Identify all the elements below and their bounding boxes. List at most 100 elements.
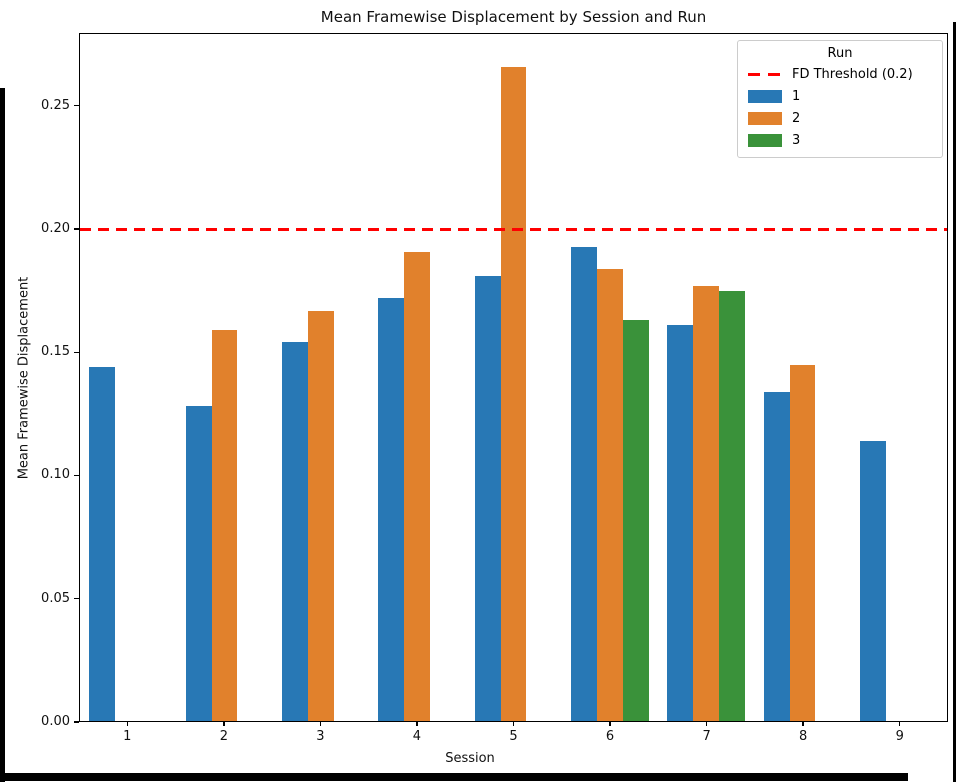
y-tick-mark — [74, 228, 79, 230]
y-tick-label: 0.05 — [41, 590, 70, 606]
legend-item-label: 1 — [792, 89, 801, 104]
y-tick-mark — [74, 598, 79, 600]
bar-group-session-7 — [658, 34, 754, 721]
x-tick-mark — [416, 722, 418, 726]
legend-item-run2: 2 — [748, 110, 932, 127]
bar-session-5-run-1 — [474, 276, 501, 721]
bar-slot — [693, 34, 720, 721]
bar-slot — [404, 34, 431, 721]
run1-swatch-icon — [748, 90, 782, 103]
bar-slot — [622, 34, 649, 721]
bar-slot — [526, 34, 552, 721]
bar-slot — [667, 34, 694, 721]
bar-session-3-run-2 — [307, 310, 334, 721]
bar-group-session-6 — [562, 34, 658, 721]
bar-group-session-3 — [273, 34, 369, 721]
y-tick-mark — [74, 351, 79, 353]
legend-item-label: FD Threshold (0.2) — [792, 67, 913, 82]
bar-slot — [307, 34, 334, 721]
bar-slot — [334, 34, 360, 721]
bar-group-session-2 — [176, 34, 272, 721]
bar-session-5-run-2 — [500, 67, 527, 721]
y-tick-label: 0.15 — [41, 344, 70, 360]
bar-session-6-run-1 — [571, 246, 597, 721]
x-tick-label: 1 — [123, 729, 132, 744]
y-tick-mark — [74, 474, 79, 477]
bar-session-3-run-1 — [282, 342, 308, 721]
bar-session-7-run-2 — [693, 285, 720, 721]
plot-area: Run FD Threshold (0.2) 1 2 3 — [79, 33, 948, 722]
legend-item-label: 3 — [792, 133, 801, 148]
legend: Run FD Threshold (0.2) 1 2 3 — [737, 40, 943, 158]
bar-slot — [89, 34, 116, 721]
bar-session-2-run-2 — [211, 330, 238, 721]
x-tick-mark — [899, 722, 901, 726]
x-tick-label: 5 — [509, 729, 518, 744]
x-tick-mark — [223, 722, 225, 726]
window-frame-left — [0, 88, 5, 782]
threshold-line — [80, 227, 947, 231]
bar-slot — [474, 34, 501, 721]
x-tick-label: 7 — [702, 729, 711, 744]
y-tick-label: 0.00 — [41, 714, 70, 729]
bar-slot — [596, 34, 623, 721]
x-tick-label: 8 — [799, 729, 808, 744]
bar-group-session-5 — [465, 34, 561, 721]
x-tick-mark — [512, 722, 515, 726]
window-frame-right — [953, 22, 956, 782]
run3-swatch-icon — [748, 134, 782, 147]
threshold-dash-icon — [748, 73, 782, 76]
legend-item-run3: 3 — [748, 132, 932, 149]
legend-item-label: 2 — [792, 111, 801, 126]
bar-session-2-run-1 — [185, 406, 212, 721]
x-tick-mark — [319, 722, 322, 726]
bar-slot — [430, 34, 456, 721]
x-tick-label: 2 — [219, 729, 228, 744]
bar-slot — [763, 34, 790, 721]
bars-layer — [80, 34, 947, 721]
run2-swatch-icon — [748, 112, 782, 125]
bar-group-session-9 — [851, 34, 947, 721]
window-frame-bottom — [0, 773, 908, 781]
chart-title: Mean Framewise Displacement by Session a… — [320, 8, 707, 26]
bar-group-session-4 — [369, 34, 465, 721]
bar-slot — [141, 34, 167, 721]
bar-session-8-run-2 — [789, 364, 816, 721]
bar-slot — [185, 34, 212, 721]
bar-slot — [115, 34, 141, 721]
bar-session-1-run-1 — [89, 367, 116, 721]
y-axis-label: Mean Framewise Displacement — [16, 276, 32, 480]
bar-session-6-run-3 — [622, 320, 649, 721]
y-tick-label: 0.20 — [41, 220, 70, 236]
x-tick-mark — [609, 722, 611, 726]
bar-slot — [282, 34, 308, 721]
x-tick-mark — [126, 722, 128, 726]
bar-session-9-run-1 — [860, 440, 886, 721]
legend-item-run1: 1 — [748, 88, 932, 105]
bar-slot — [237, 34, 263, 721]
bar-session-7-run-1 — [667, 325, 694, 721]
bar-session-4-run-2 — [404, 251, 431, 721]
y-tick-label: 0.10 — [41, 467, 70, 483]
legend-item-threshold: FD Threshold (0.2) — [748, 66, 932, 83]
bar-group-session-1 — [80, 34, 176, 721]
x-tick-label: 9 — [895, 729, 904, 744]
bar-slot — [211, 34, 238, 721]
bar-session-8-run-1 — [763, 391, 790, 721]
x-tick-label: 6 — [605, 729, 615, 744]
bar-slot — [378, 34, 405, 721]
x-tick-mark — [705, 722, 708, 726]
bar-session-7-run-3 — [719, 290, 745, 721]
bar-session-4-run-1 — [378, 298, 405, 721]
x-tick-mark — [802, 722, 804, 726]
bar-slot — [719, 34, 745, 721]
x-tick-label: 3 — [316, 729, 325, 744]
bar-slot — [789, 34, 816, 721]
bar-group-session-8 — [754, 34, 850, 721]
bar-slot — [500, 34, 527, 721]
y-tick-label: 0.25 — [41, 97, 70, 113]
x-axis-label: Session — [445, 751, 495, 766]
bar-slot — [571, 34, 597, 721]
bar-slot — [860, 34, 886, 721]
